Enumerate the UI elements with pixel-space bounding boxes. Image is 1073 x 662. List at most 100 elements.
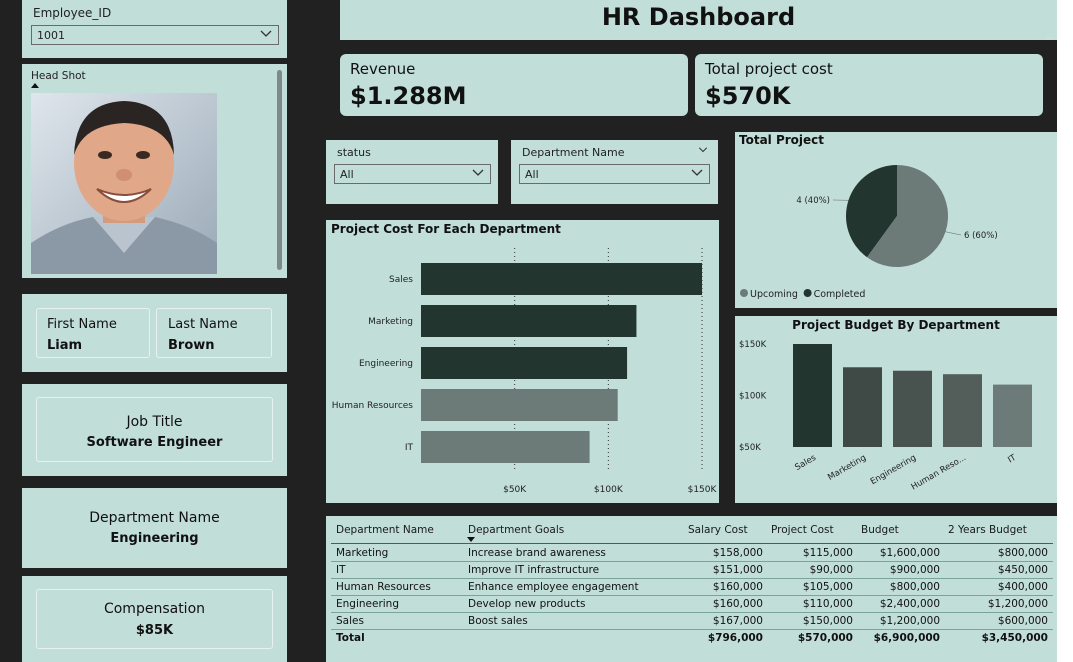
headshot-scrollbar[interactable] bbox=[277, 70, 282, 270]
revenue-label: Revenue bbox=[350, 60, 416, 78]
revenue-card: Revenue $1.288M bbox=[340, 54, 688, 116]
table-cell: $160,000 bbox=[712, 598, 763, 610]
project-cost-chart: Project Cost For Each Department $50K $10… bbox=[326, 220, 719, 503]
table-cell: Total bbox=[336, 632, 365, 644]
status-dropdown[interactable]: All bbox=[334, 164, 491, 184]
table-cell: $150,000 bbox=[802, 615, 853, 627]
department-filter-value: All bbox=[525, 168, 539, 181]
minimize-button[interactable]: _ bbox=[1046, 26, 1052, 39]
employee-id-value: 1001 bbox=[37, 29, 65, 42]
bar[interactable] bbox=[421, 431, 590, 463]
column-header[interactable]: Salary Cost bbox=[688, 524, 748, 536]
bar[interactable] bbox=[993, 384, 1032, 447]
column-header[interactable]: Department Name bbox=[336, 524, 434, 536]
headshot-panel: Head Shot bbox=[22, 64, 287, 278]
table-cell: $1,600,000 bbox=[879, 547, 940, 559]
total-cost-label: Total project cost bbox=[705, 60, 833, 78]
y-tick-label: $150K bbox=[739, 340, 767, 350]
header-bar: HR Dashboard bbox=[340, 0, 1057, 40]
project-budget-chart-svg: $150K $100K $50K Sales Marketing EngineeringH… bbox=[739, 340, 1032, 492]
sort-down-icon[interactable] bbox=[467, 537, 475, 542]
status-value: All bbox=[340, 168, 354, 181]
headshot-label: Head Shot bbox=[31, 70, 86, 82]
legend-label[interactable]: Completed bbox=[814, 289, 866, 300]
pie-slice[interactable] bbox=[846, 165, 897, 258]
table-cell: Human Resources bbox=[336, 581, 431, 593]
bar[interactable] bbox=[893, 370, 932, 447]
department-dropdown[interactable]: All bbox=[519, 164, 710, 184]
bar[interactable] bbox=[421, 305, 637, 337]
job-title-label: Job Title bbox=[126, 414, 183, 430]
total-row: Total $796,000 $570,000 $6,900,000 $3,450,00… bbox=[331, 630, 1053, 647]
name-panel: First Name Liam Last Name Brown bbox=[22, 294, 287, 372]
table-cell: IT bbox=[336, 564, 346, 576]
table-cell: Sales bbox=[336, 615, 364, 627]
table-row[interactable]: Sales Boost sales $167,000 $150,000 $1,200,0… bbox=[331, 613, 1053, 630]
column-header[interactable]: Project Cost bbox=[771, 524, 834, 536]
y-tick-label: $100K bbox=[739, 392, 767, 402]
bar[interactable] bbox=[421, 389, 618, 421]
table-cell: $600,000 bbox=[997, 615, 1048, 627]
table-cell: $900,000 bbox=[889, 564, 940, 576]
table-cell: $110,000 bbox=[802, 598, 853, 610]
table-cell: $167,000 bbox=[712, 615, 763, 627]
table-cell: $158,000 bbox=[712, 547, 763, 559]
category-label: IT bbox=[405, 443, 414, 453]
pie-slice[interactable] bbox=[867, 165, 948, 267]
table-cell: $800,000 bbox=[997, 547, 1048, 559]
department-filter-label: Department Name bbox=[522, 146, 625, 159]
table-cell: $1,200,000 bbox=[879, 615, 940, 627]
department-table bbox=[326, 516, 1057, 662]
bar[interactable] bbox=[421, 263, 702, 295]
job-title-value: Software Engineer bbox=[86, 435, 223, 450]
total-project-chart-title: Total Project bbox=[739, 133, 825, 147]
table-row[interactable]: Engineering Develop new products $160,000 $… bbox=[331, 596, 1053, 613]
compensation-value: $85K bbox=[135, 623, 174, 638]
bar[interactable] bbox=[843, 367, 882, 447]
last-name-card: Last Name Brown bbox=[156, 308, 272, 358]
table-cell: Enhance employee engagement bbox=[468, 581, 639, 593]
table-cell: $160,000 bbox=[712, 581, 763, 593]
column-header[interactable]: Budget bbox=[861, 524, 899, 536]
x-tick-label: $50K bbox=[503, 485, 527, 495]
table-row[interactable]: Human Resources Enhance employee engageme… bbox=[331, 579, 1053, 596]
employee-id-label: Employee_ID bbox=[33, 6, 112, 20]
table-cell: Marketing bbox=[336, 547, 389, 559]
last-name-label: Last Name bbox=[168, 317, 238, 332]
chevron-down-icon[interactable] bbox=[698, 147, 708, 153]
employee-id-dropdown[interactable]: 1001 bbox=[31, 25, 279, 45]
status-slicer: status All bbox=[326, 140, 498, 204]
compensation-card: Compensation $85K bbox=[36, 589, 273, 649]
table-cell: $796,000 bbox=[707, 632, 763, 644]
table-row[interactable]: Marketing Increase brand awareness $158,00… bbox=[331, 545, 1053, 562]
category-label: Engineering bbox=[869, 453, 918, 487]
table-cell: $2,400,000 bbox=[879, 598, 940, 610]
job-title-panel: Job Title Software Engineer bbox=[22, 384, 287, 476]
bar[interactable] bbox=[793, 344, 832, 447]
status-label: status bbox=[337, 146, 371, 159]
column-header[interactable]: 2 Years Budget bbox=[948, 524, 1027, 536]
project-cost-chart-title: Project Cost For Each Department bbox=[331, 222, 561, 236]
table-cell: $570,000 bbox=[797, 632, 853, 644]
project-budget-chart: Project Budget By Department $150K $100K $… bbox=[735, 316, 1057, 503]
table-cell: $450,000 bbox=[997, 564, 1048, 576]
table-row[interactable]: IT Improve IT infrastructure $151,000 $90,0… bbox=[331, 562, 1053, 579]
bar[interactable] bbox=[943, 374, 982, 447]
header-divider bbox=[331, 543, 1053, 544]
legend-marker bbox=[740, 289, 748, 297]
right-strip bbox=[1057, 0, 1073, 662]
last-name-value: Brown bbox=[168, 338, 215, 353]
column-header[interactable]: Department Goals bbox=[468, 524, 565, 536]
table-cell: $115,000 bbox=[802, 547, 853, 559]
category-label: Marketing bbox=[826, 453, 868, 483]
project-budget-chart-title: Project Budget By Department bbox=[792, 318, 1000, 332]
bar[interactable] bbox=[421, 347, 628, 379]
category-label: Human Resources bbox=[332, 401, 414, 411]
department-value: Engineering bbox=[110, 531, 199, 546]
table-cell: Improve IT infrastructure bbox=[468, 564, 600, 576]
legend-label[interactable]: Upcoming bbox=[750, 289, 798, 300]
category-label: Sales bbox=[793, 453, 818, 473]
job-title-card: Job Title Software Engineer bbox=[36, 397, 273, 462]
table-cell: Boost sales bbox=[468, 615, 528, 627]
table-cell: Increase brand awareness bbox=[468, 547, 606, 559]
